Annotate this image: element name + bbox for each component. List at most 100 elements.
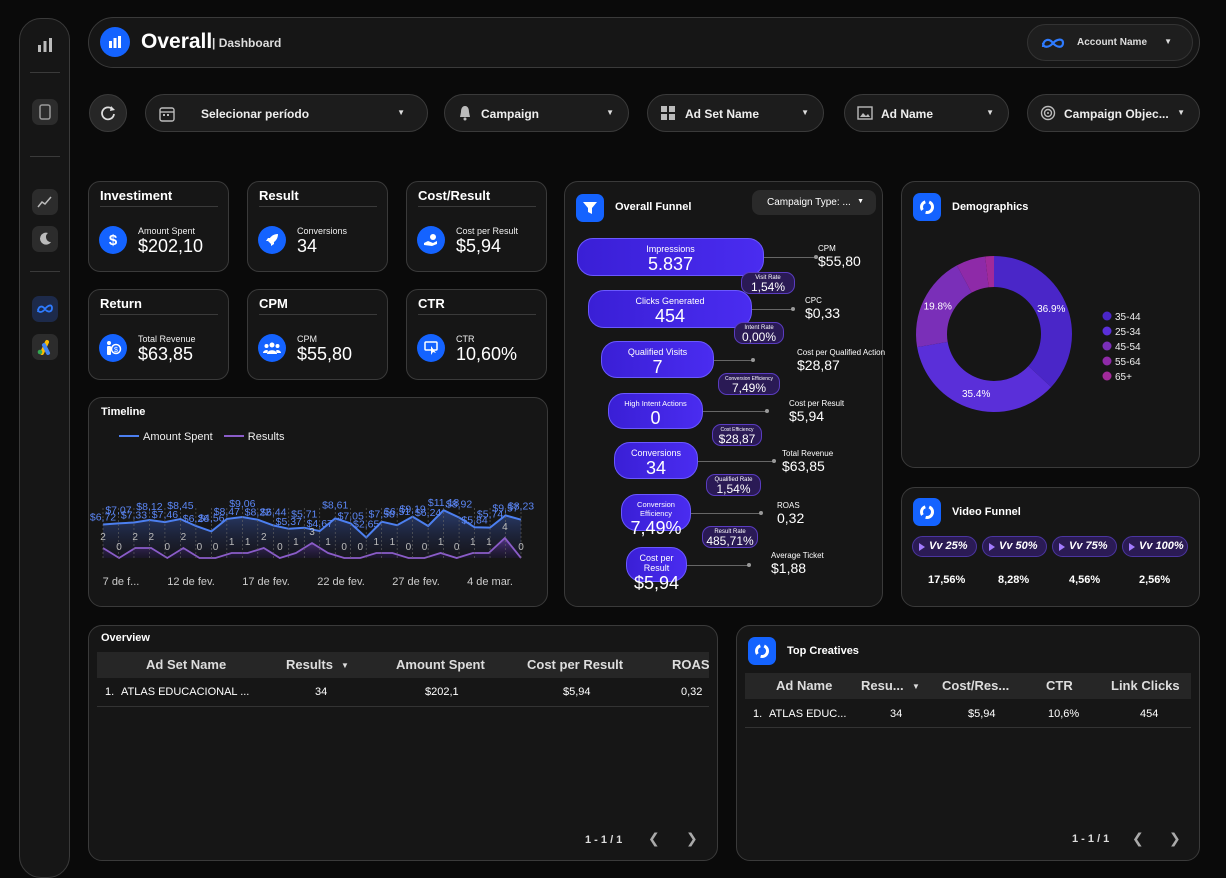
donut-slice: [956, 256, 989, 293]
video-funnel-title: Video Funnel: [952, 506, 1021, 518]
video-view-75: Vv 75%: [1052, 536, 1117, 557]
legend-swatch: [1102, 356, 1112, 366]
funnel-metric-label: CPC: [805, 296, 822, 305]
image-icon: [857, 106, 873, 120]
table-cell-name[interactable]: ATLAS EDUCACIONAL ...: [121, 686, 250, 698]
kpi-cost-result: Cost/Result Cost per Result $5,94: [406, 181, 547, 272]
campaign-type-select[interactable]: Campaign Type: ... ▼: [752, 190, 876, 215]
results-line: [102, 536, 522, 560]
funnel-rate-label: Visit Rate: [755, 275, 781, 281]
funnel-rate: Intent Rate 0,00%: [734, 322, 784, 344]
result-data-label: 2: [100, 532, 106, 543]
kpi-return: Return $ Total Revenue $63,85: [88, 289, 229, 380]
overview-title: Overview: [101, 632, 150, 644]
grid-icon: [661, 106, 675, 120]
trend-icon[interactable]: [32, 189, 58, 215]
funnel-stage-label: Cost per Result: [639, 553, 674, 573]
bar-chart-icon[interactable]: [32, 32, 58, 58]
meta-icon[interactable]: [32, 296, 58, 322]
kpi-label: Cost per Result: [456, 226, 519, 236]
kpi-label: CPM: [297, 334, 317, 344]
legend-label: 35-44: [1115, 312, 1141, 323]
page-icon[interactable]: [32, 99, 58, 125]
column-header[interactable]: Ad Name: [776, 678, 833, 693]
column-header[interactable]: CTR: [1046, 678, 1073, 693]
funnel-stage: Qualified Visits 7: [601, 341, 714, 378]
funnel-rate-value: 7,49%: [731, 381, 767, 395]
prev-page-icon[interactable]: ❮: [648, 830, 660, 846]
funnel-stage-value: 454: [654, 306, 686, 326]
account-selector[interactable]: Account Name ▼: [1027, 24, 1193, 61]
funnel-rate: Conversion Efficiency 7,49%: [718, 373, 780, 395]
funnel-metric-label: Average Ticket: [771, 551, 824, 560]
refresh-icon: [101, 106, 115, 121]
funnel-metric-value: $1,88: [771, 560, 807, 576]
funnel-stage-value: 0: [650, 408, 661, 428]
campaign-objective-select[interactable]: Campaign Objec... ▼: [1027, 94, 1200, 132]
funnel-stage-label: Qualified Visits: [627, 347, 688, 357]
column-header[interactable]: Cost/Res...: [942, 678, 1010, 693]
x-tick-label: 22 de fev.: [317, 576, 365, 588]
spent-data-label: $5,37: [276, 516, 302, 528]
spent-data-label: $9,19: [399, 504, 425, 516]
column-header[interactable]: Ad Set Name: [146, 657, 227, 672]
funnel-metric-label: ROAS: [777, 501, 800, 510]
kpi-value: 10,60%: [456, 344, 518, 364]
video-view-25: Vv 25%: [912, 536, 977, 557]
next-page-icon[interactable]: ❯: [1169, 830, 1181, 846]
column-header[interactable]: Cost per Result: [527, 657, 624, 672]
funnel-stage-value: 5.837: [647, 254, 694, 274]
table-cell-name[interactable]: ATLAS EDUC...: [769, 708, 847, 720]
funnel-icon: [576, 194, 604, 222]
refresh-button[interactable]: [89, 94, 127, 132]
kpi-value: 34: [297, 236, 318, 256]
period-select[interactable]: Selecionar período ▼: [145, 94, 428, 132]
spent-data-label: $7,05: [338, 510, 364, 522]
result-data-label: 1: [390, 537, 396, 548]
spent-data-label: $6,51: [384, 506, 410, 518]
target-icon: [1040, 105, 1056, 121]
funnel-stage-value: $5,94: [633, 573, 680, 593]
kpi-ctr: CTR CTR 10,60%: [406, 289, 547, 380]
column-header[interactable]: Link Clicks: [1111, 678, 1180, 693]
sort-desc-icon[interactable]: ▼: [912, 682, 920, 691]
donut-slice: [916, 265, 972, 348]
campaign-label: Campaign: [481, 107, 540, 121]
chevron-down-icon: ▼: [1164, 37, 1172, 46]
funnel-stage-label: High Intent Actions: [624, 399, 687, 408]
result-data-label: 4: [502, 522, 508, 533]
campaign-select[interactable]: Campaign ▼: [444, 94, 629, 132]
column-header-sorted[interactable]: Resu...: [861, 678, 904, 693]
ad-set-select[interactable]: Ad Set Name ▼: [647, 94, 824, 132]
chevron-down-icon: ▼: [986, 108, 994, 117]
funnel-rate: Cost Efficiency $28,87: [712, 424, 762, 446]
table-cell: 34: [315, 686, 328, 698]
demographics-title: Demographics: [952, 201, 1029, 213]
calendar-icon: [159, 107, 175, 122]
column-header[interactable]: ROAS: [672, 657, 710, 672]
table-cell: 34: [890, 708, 903, 720]
column-header[interactable]: Amount Spent: [396, 657, 485, 672]
result-data-label: 0: [454, 542, 460, 553]
google-ads-icon[interactable]: [32, 334, 58, 360]
moon-icon[interactable]: [32, 226, 58, 252]
spent-data-label: $7,58: [369, 509, 395, 521]
ad-name-select[interactable]: Ad Name ▼: [844, 94, 1009, 132]
row-index: 1.: [105, 686, 115, 698]
result-data-label: 1: [245, 537, 251, 548]
result-data-label: 1: [325, 537, 331, 548]
next-page-icon[interactable]: ❯: [686, 830, 698, 846]
overview-table-header: [97, 652, 709, 678]
funnel-metric: CPC $0,33: [805, 296, 840, 321]
donut-slice-label: 19.8%: [924, 302, 952, 313]
funnel-metric-value: $0,33: [805, 305, 841, 321]
result-data-label: 1: [374, 537, 380, 548]
sort-desc-icon[interactable]: ▼: [341, 661, 349, 670]
donut-slice: [917, 341, 1052, 412]
rocket-icon: [258, 226, 286, 254]
funnel-rate-value: 0,00%: [741, 330, 777, 344]
prev-page-icon[interactable]: ❮: [1132, 830, 1144, 846]
column-header-sorted[interactable]: Results: [286, 657, 333, 672]
click-icon: [417, 334, 445, 362]
ad-set-label: Ad Set Name: [685, 107, 760, 121]
